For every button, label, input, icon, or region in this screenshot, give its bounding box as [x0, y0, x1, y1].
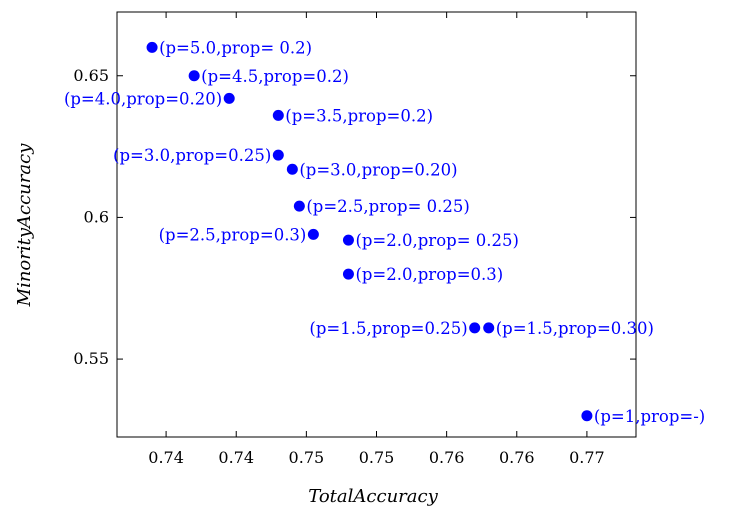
x-tick-label: 0.74	[148, 448, 184, 467]
data-points: (p=5.0,prop= 0.2) (p=4.5,prop=0.2) (p=4.0,…	[64, 38, 705, 425]
data-point-label: (p=2.0,prop= 0.25)	[355, 231, 519, 250]
x-axis: 0.74 0.74 0.75 0.75 0.76 0.76 0.77	[148, 12, 605, 467]
data-point	[272, 109, 284, 121]
x-tick-label: 0.76	[499, 448, 535, 467]
x-tick-label: 0.75	[359, 448, 395, 467]
x-tick-label: 0.74	[218, 448, 254, 467]
data-point	[146, 41, 158, 53]
data-point	[483, 322, 495, 334]
y-tick-label: 0.55	[73, 349, 109, 368]
data-point	[342, 268, 354, 280]
data-point	[469, 322, 481, 334]
data-point	[286, 163, 298, 175]
x-tick-label: 0.77	[569, 448, 605, 467]
data-point-label: (p=4.0,prop=0.20)	[64, 89, 222, 108]
data-point-label: (p=1.5,prop=0.30)	[496, 319, 654, 338]
x-tick-label: 0.76	[429, 448, 465, 467]
data-point	[223, 92, 235, 104]
data-point	[342, 234, 354, 246]
y-tick-label: 0.6	[84, 207, 109, 226]
y-tick-label: 0.65	[73, 66, 109, 85]
data-point	[188, 70, 200, 82]
data-point-label: (p=1,prop=-)	[594, 407, 705, 426]
data-point	[307, 228, 319, 240]
y-axis-title: MinorityAccuracy	[14, 143, 35, 308]
data-point-label: (p=2.5,prop= 0.25)	[306, 197, 470, 216]
y-axis: 0.55 0.6 0.65	[73, 66, 636, 368]
data-point-label: (p=1.5,prop=0.25)	[309, 319, 467, 338]
x-tick-label: 0.75	[289, 448, 325, 467]
data-point-label: (p=2.0,prop=0.3)	[355, 265, 503, 284]
data-point-label: (p=3.0,prop=0.25)	[113, 146, 271, 165]
data-point	[581, 410, 593, 422]
data-point-label: (p=4.5,prop=0.2)	[201, 67, 349, 86]
data-point-label: (p=2.5,prop=0.3)	[159, 225, 307, 244]
data-point-label: (p=5.0,prop= 0.2)	[159, 38, 312, 57]
data-point-label: (p=3.0,prop=0.20)	[299, 160, 457, 179]
x-axis-title: TotalAccuracy	[308, 486, 438, 507]
data-point-label: (p=3.5,prop=0.2)	[285, 106, 433, 125]
data-point	[272, 149, 284, 161]
data-point	[293, 200, 305, 212]
